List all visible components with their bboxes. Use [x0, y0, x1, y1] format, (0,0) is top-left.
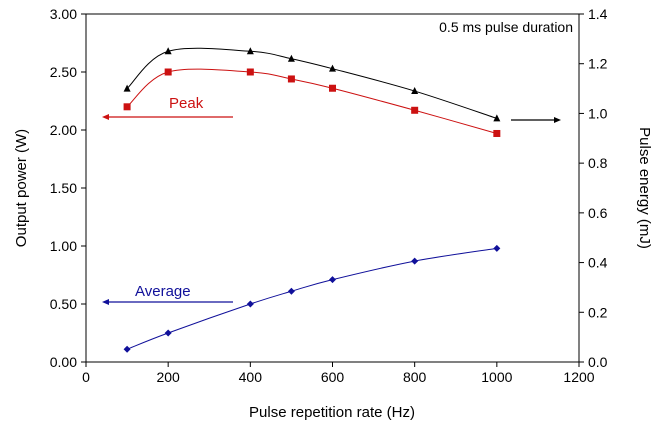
y2-tick-label: 1.2 [588, 56, 608, 72]
x-tick-label: 1200 [563, 369, 594, 385]
x-tick-label: 600 [321, 369, 345, 385]
average-label: Average [135, 283, 191, 300]
data-point-square [123, 103, 131, 111]
x-tick-label: 800 [403, 369, 427, 385]
data-point-diamond [246, 300, 254, 308]
y-axis-label: Output power (W) [13, 129, 30, 247]
data-point-diamond [164, 329, 172, 337]
data-point-diamond [493, 244, 501, 252]
peak-arrow [102, 114, 233, 120]
data-point-diamond [123, 345, 131, 353]
y2-tick-label: 1.4 [588, 6, 608, 22]
data-point-square [287, 75, 295, 83]
y-tick-label: 1.50 [50, 180, 77, 196]
y-tick-label: 3.00 [50, 6, 77, 22]
peak-label: Peak [169, 95, 204, 112]
y-tick-label: 0.50 [50, 296, 77, 312]
data-point-diamond [287, 287, 295, 295]
data-point-triangle [287, 54, 295, 62]
y2-tick-label: 1.0 [588, 105, 608, 121]
y-tick-label: 2.00 [50, 122, 77, 138]
energy-arrow [511, 117, 561, 123]
y-tick-label: 2.50 [50, 64, 77, 80]
data-point-diamond [329, 276, 336, 284]
data-point-triangle [164, 47, 172, 55]
y-tick-label: 0.00 [50, 354, 77, 370]
data-point-triangle [246, 47, 254, 55]
annotation: 0.5 ms pulse duration [439, 19, 573, 35]
x-tick-label: 0 [82, 369, 90, 385]
x-tick-label: 1000 [481, 369, 512, 385]
data-point-square [493, 129, 501, 137]
y-tick-label: 1.00 [50, 238, 77, 254]
data-point-triangle [493, 114, 501, 122]
y2-axis-label: Pulse energy (mJ) [636, 127, 653, 249]
x-tick-label: 400 [239, 369, 263, 385]
y2-tick-label: 0.8 [588, 155, 608, 171]
x-axis-label: Pulse repetition rate (Hz) [249, 404, 415, 421]
data-point-triangle [329, 64, 336, 72]
y2-tick-label: 0.6 [588, 205, 608, 221]
x-tick-label: 200 [156, 369, 180, 385]
data-point-square [246, 68, 254, 76]
data-point-diamond [411, 257, 419, 265]
data-point-square [411, 106, 419, 114]
data-point-triangle [123, 84, 131, 92]
y2-tick-label: 0.2 [588, 304, 608, 320]
y2-tick-label: 0.0 [588, 354, 608, 370]
data-point-square [329, 84, 336, 92]
data-point-triangle [411, 87, 419, 95]
data-point-square [164, 68, 172, 76]
y2-tick-label: 0.4 [588, 255, 608, 271]
average-arrow [102, 299, 233, 305]
